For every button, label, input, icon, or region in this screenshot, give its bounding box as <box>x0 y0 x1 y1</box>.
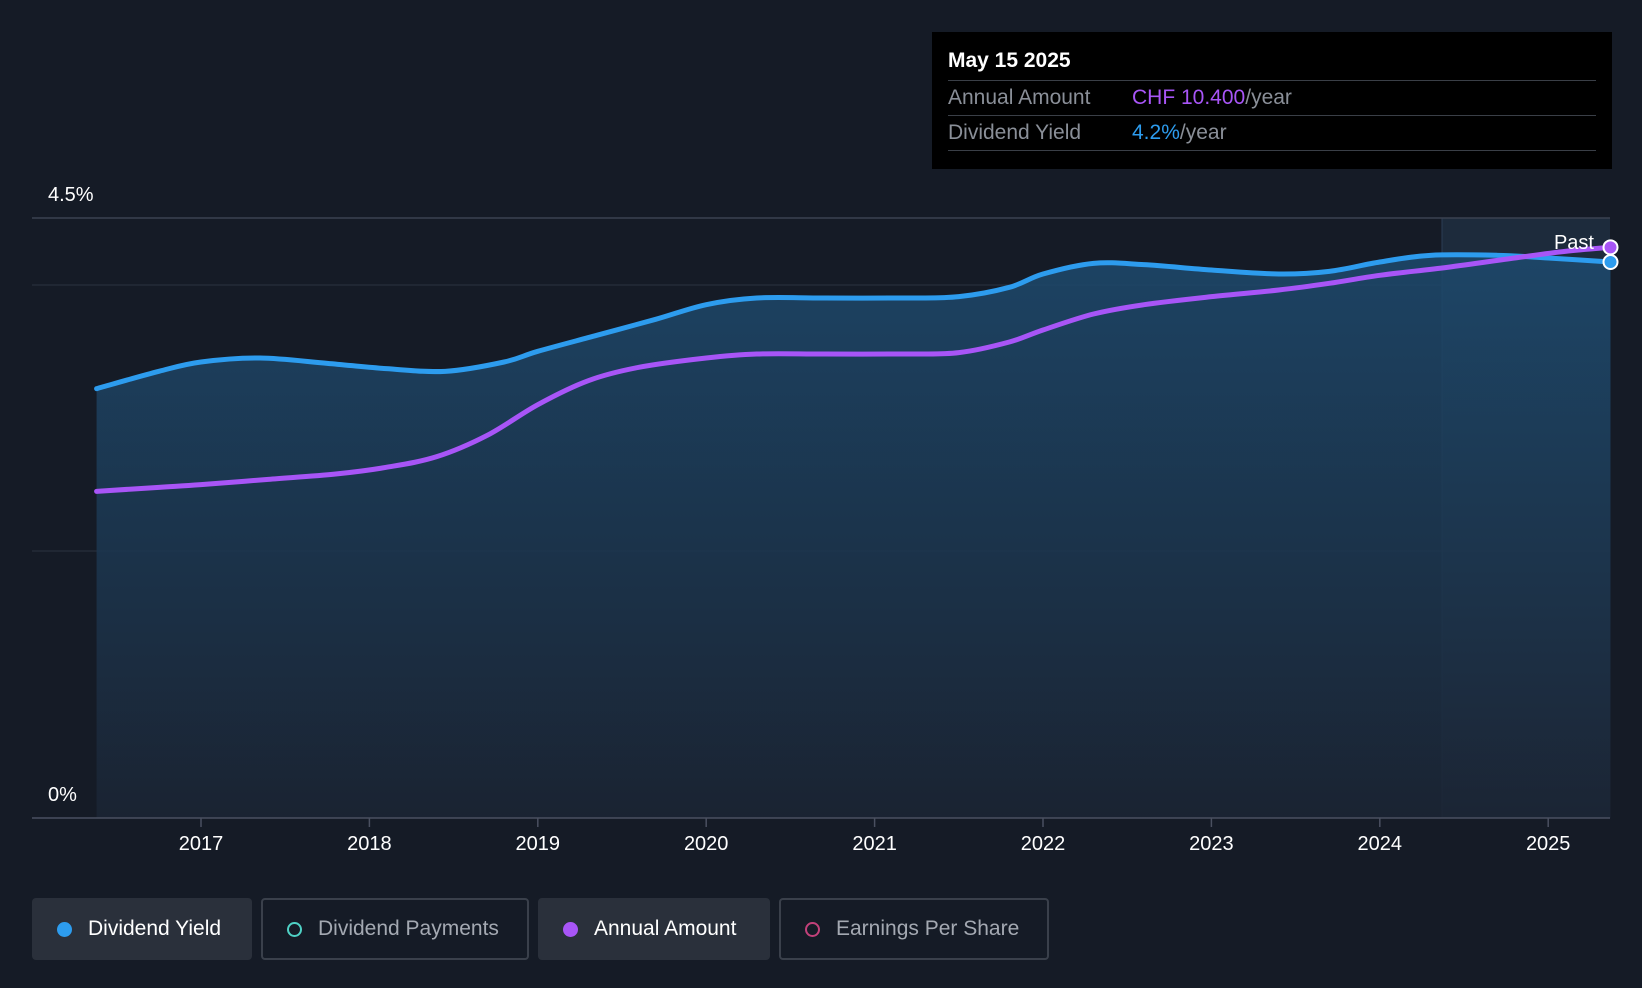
filled-dot-icon <box>57 921 72 937</box>
x-tick-label: 2024 <box>1358 833 1403 855</box>
legend-label: Earnings Per Share <box>836 917 1020 940</box>
tooltip-annual-row: Annual Amount CHF 10.400/year <box>948 80 1596 115</box>
legend-label: Dividend Yield <box>88 917 222 940</box>
tooltip-yield-unit: /year <box>1179 121 1227 144</box>
x-tick-label: 2020 <box>684 833 729 855</box>
dividend-yield-area <box>96 254 1611 818</box>
tooltip-yield-label: Dividend Yield <box>948 121 1082 144</box>
hollow-dot-icon <box>805 921 820 937</box>
legend-dividend-payments[interactable]: Dividend Payments <box>261 898 529 960</box>
x-tick-label: 2022 <box>1021 833 1066 855</box>
annual-amount-line <box>94 244 1614 494</box>
x-tick-label: 2021 <box>852 833 897 855</box>
x-tick-label: 2023 <box>1189 833 1234 855</box>
filled-dot-icon <box>563 921 578 937</box>
past-label: Past <box>1554 232 1594 254</box>
y-tick-label: 0% <box>48 784 77 806</box>
legend-annual-amount[interactable]: Annual Amount <box>538 898 770 960</box>
tooltip-annual-label: Annual Amount <box>948 86 1091 109</box>
legend: Dividend Yield Dividend Payments Annual … <box>32 898 1058 960</box>
x-tick-label: 2018 <box>347 833 392 855</box>
legend-label: Dividend Payments <box>318 917 499 940</box>
legend-label: Annual Amount <box>594 917 737 940</box>
dividend-yield-endpoint[interactable] <box>1602 254 1619 270</box>
x-tick-label: 2019 <box>516 833 561 855</box>
tooltip-yield-value: 4.2% <box>1132 121 1180 144</box>
x-tick-label: 2017 <box>179 833 224 855</box>
annual-amount-endpoint[interactable] <box>1602 239 1619 256</box>
tooltip-annual-unit: /year <box>1245 86 1292 109</box>
tooltip-date: May 15 2025 <box>948 49 1071 72</box>
x-tick-label: 2025 <box>1526 833 1571 855</box>
legend-dividend-yield[interactable]: Dividend Yield <box>32 898 252 960</box>
hollow-dot-icon <box>287 921 302 937</box>
tooltip-annual-value: CHF 10.400 <box>1132 86 1246 109</box>
tooltip: May 15 2025 Annual Amount CHF 10.400/yea… <box>932 32 1612 169</box>
legend-earnings-per-share[interactable]: Earnings Per Share <box>779 898 1049 960</box>
y-tick-label: 4.5% <box>48 184 94 206</box>
tooltip-yield-row: Dividend Yield 4.2%/year <box>948 115 1596 151</box>
dividend-yield-line <box>94 252 1614 392</box>
